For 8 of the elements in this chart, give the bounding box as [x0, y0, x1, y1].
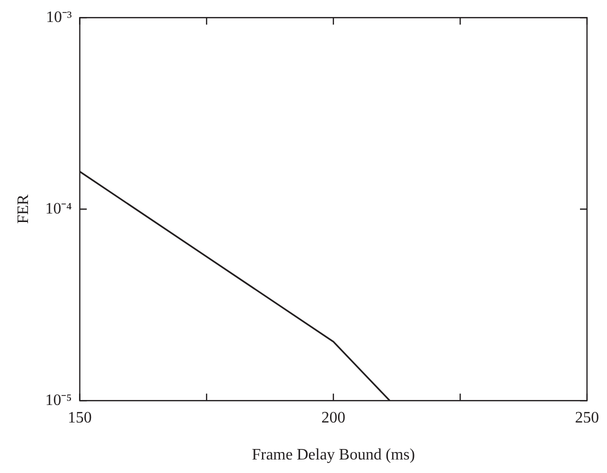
x-tick-label: 200	[321, 409, 346, 426]
y-axis-title: FER	[14, 194, 32, 224]
x-tick-label: 250	[575, 409, 599, 426]
x-tick-label: 150	[68, 409, 92, 426]
y-tick-label: 10⁻⁴	[45, 200, 72, 218]
x-axis-title: Frame Delay Bound (ms)	[252, 446, 415, 464]
y-tick-label: 10⁻⁵	[45, 392, 72, 409]
y-tick-label: 10⁻³	[46, 8, 72, 26]
